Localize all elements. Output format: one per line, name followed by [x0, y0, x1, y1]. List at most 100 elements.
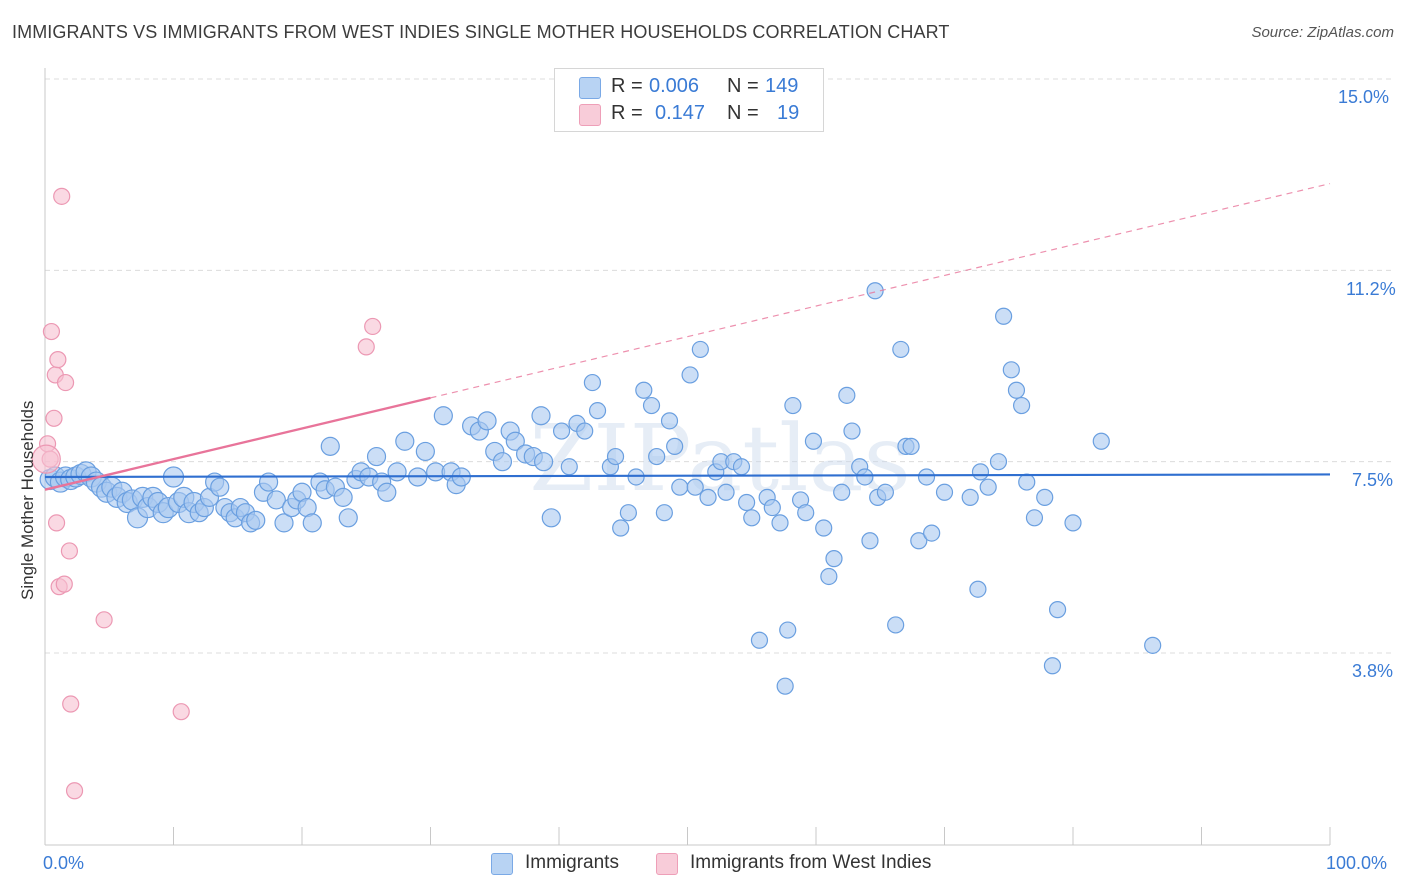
immigrants-point	[627, 468, 645, 486]
immigrants-point	[923, 524, 941, 542]
west-indies-point	[95, 611, 113, 629]
source-label: Source: ZipAtlas.com	[1251, 24, 1394, 41]
legend-n-label: N =	[727, 102, 759, 124]
immigrants-point	[210, 477, 230, 497]
immigrants-point	[738, 493, 756, 512]
bottom-legend-swatch-pink	[656, 853, 678, 875]
trend-lines	[44, 183, 1331, 491]
immigrants-point	[776, 677, 794, 695]
y-tick-label-11-2: 11.2%	[1346, 279, 1396, 299]
immigrants-point	[1048, 601, 1067, 619]
immigrants-point	[533, 452, 554, 472]
immigrants-point	[917, 468, 936, 486]
legend-r-value: 0.006	[649, 75, 700, 97]
legend-n-value: 149	[765, 75, 799, 97]
immigrants-point	[861, 532, 879, 550]
immigrants-point	[395, 431, 415, 451]
immigrants-point	[902, 437, 920, 455]
immigrants-point	[876, 483, 894, 501]
west-indies-point	[47, 514, 66, 532]
west-indies-point	[56, 373, 75, 392]
immigrants-point	[302, 513, 322, 533]
immigrants-point	[797, 504, 815, 522]
immigrants-point	[377, 482, 397, 502]
immigrants-point	[619, 504, 637, 522]
immigrants-point	[583, 373, 602, 392]
immigrants-point	[971, 463, 990, 481]
y-tick-label-15: 15.0%	[1338, 87, 1390, 107]
immigrants-point	[541, 508, 561, 528]
y-tick-label-7-5: 7.5%	[1352, 470, 1394, 490]
immigrants-point	[732, 458, 751, 476]
legend-n-label: N =	[727, 75, 759, 97]
immigrants-point	[433, 406, 453, 426]
legend-swatch-blue	[579, 77, 601, 99]
immigrants-point	[274, 513, 294, 533]
immigrants-point	[1012, 396, 1031, 415]
immigrants-point	[576, 422, 594, 440]
immigrants-point	[366, 446, 387, 467]
immigrants-point	[681, 366, 699, 384]
immigrants-point	[743, 509, 761, 527]
immigrants-point	[779, 621, 797, 639]
immigrants-point	[552, 422, 571, 440]
immigrants-point	[892, 340, 910, 359]
west-indies-point	[172, 703, 190, 721]
immigrants-point	[560, 458, 578, 476]
chart-title: IMMIGRANTS VS IMMIGRANTS FROM WEST INDIE…	[12, 22, 950, 42]
immigrants-point	[763, 498, 781, 517]
immigrants-point	[606, 447, 625, 466]
west-indies-point	[364, 317, 382, 336]
legend-r-label: R =	[611, 102, 643, 124]
immigrants-point	[843, 422, 861, 440]
immigrants-point	[387, 462, 407, 482]
immigrants-point	[887, 616, 905, 634]
immigrants-point	[531, 406, 551, 426]
immigrants-point	[1064, 514, 1082, 532]
west-indies-point	[42, 322, 61, 341]
legend-r-label: R =	[611, 75, 643, 97]
immigrants-point	[1002, 361, 1020, 379]
immigrants-point	[686, 478, 704, 496]
immigrants-point	[612, 519, 630, 537]
west-indies-trend-line	[44, 396, 431, 491]
immigrants-point	[635, 381, 653, 399]
immigrants-point	[1092, 432, 1110, 450]
immigrants-point	[246, 510, 266, 530]
west-indies-point	[65, 782, 84, 800]
immigrants-point	[750, 631, 769, 649]
immigrants-point	[838, 386, 856, 404]
immigrants-point	[784, 396, 802, 415]
immigrants-point	[995, 307, 1013, 325]
x-tick-label-0: 0.0%	[43, 853, 85, 873]
immigrants-trend-line	[44, 473, 1331, 479]
west-indies-point	[62, 695, 80, 713]
immigrants-point	[320, 436, 340, 456]
immigrants-point	[815, 519, 833, 537]
immigrants-point	[856, 468, 874, 486]
immigrants-point	[1025, 509, 1044, 527]
immigrants-point	[935, 483, 954, 501]
legend-swatch-pink	[579, 104, 601, 126]
immigrants-point	[989, 453, 1008, 471]
west-indies-point	[53, 187, 71, 205]
west-indies-point	[31, 444, 61, 474]
y-tick-label-3-8: 3.8%	[1352, 661, 1394, 681]
immigrants-point	[699, 488, 717, 506]
immigrants-point	[588, 402, 607, 420]
immigrants-point	[1018, 473, 1036, 491]
immigrants-point	[820, 567, 838, 586]
immigrants-point	[648, 447, 666, 466]
immigrants-point	[1043, 657, 1062, 675]
immigrants-point	[825, 550, 843, 568]
immigrants-point	[338, 508, 358, 528]
west-indies-points	[31, 187, 382, 800]
bottom-legend-label: Immigrants	[525, 852, 619, 873]
immigrants-point	[691, 340, 709, 359]
immigrants-point	[655, 504, 673, 522]
immigrants-point	[642, 396, 661, 415]
immigrants-point	[1144, 636, 1162, 654]
immigrants-point	[961, 488, 979, 506]
west-indies-point	[45, 409, 63, 427]
immigrants-points	[39, 282, 1162, 695]
